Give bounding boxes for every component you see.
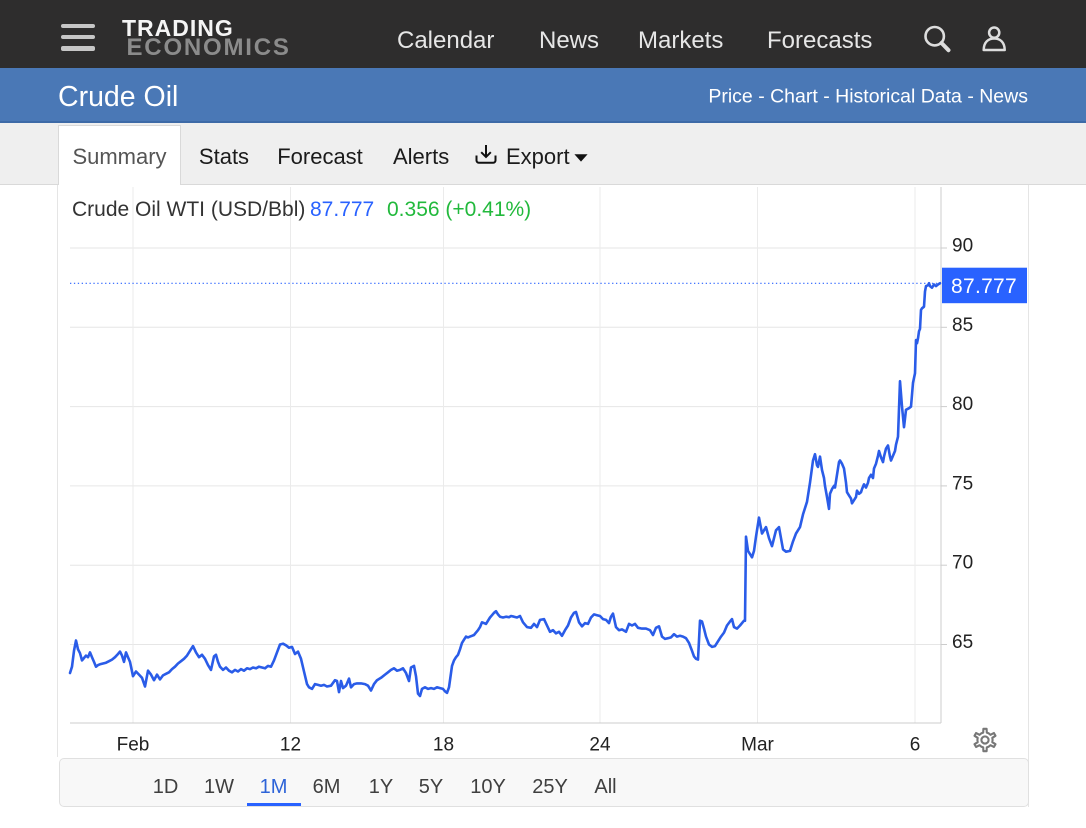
svg-text:Feb: Feb [117,735,150,756]
svg-text:87.777: 87.777 [951,275,1017,298]
svg-text:87.777: 87.777 [310,198,374,221]
svg-text:65: 65 [952,632,973,653]
svg-text:80: 80 [952,394,973,415]
svg-text:6: 6 [910,735,921,756]
svg-text:0.356 (+0.41%): 0.356 (+0.41%) [387,198,531,221]
svg-text:90: 90 [952,236,973,257]
svg-text:75: 75 [952,473,973,494]
svg-text:12: 12 [280,735,301,756]
svg-text:85: 85 [952,315,973,336]
svg-text:Mar: Mar [741,735,774,756]
svg-text:70: 70 [952,553,973,574]
svg-text:24: 24 [589,735,611,756]
svg-text:18: 18 [433,735,454,756]
svg-text:Crude Oil WTI (USD/Bbl): Crude Oil WTI (USD/Bbl) [72,198,305,221]
